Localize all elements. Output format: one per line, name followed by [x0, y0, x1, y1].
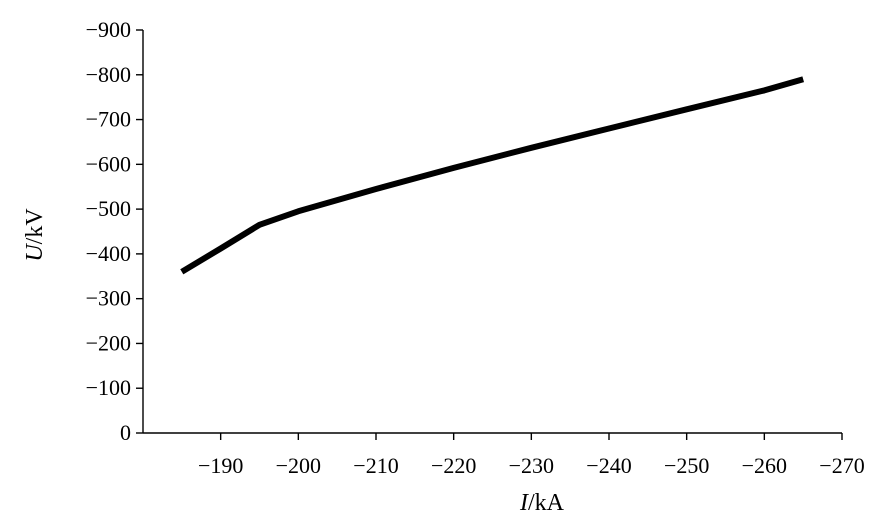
y-axis-unit: /kV	[22, 208, 48, 245]
y-tick-label: 0	[120, 420, 131, 445]
y-axis-title: U/kV	[22, 208, 48, 262]
y-axis-ticks: 0 −100 −200 −300 −400 −500 −600 −700 −800 −900	[86, 17, 143, 445]
y-tick-label: −600	[86, 151, 131, 176]
x-tick-label: −190	[198, 453, 243, 478]
x-tick-label: −230	[509, 453, 554, 478]
y-tick-label: −900	[86, 17, 131, 42]
x-axis-var: I	[519, 490, 529, 516]
series-layer	[180, 76, 805, 275]
plot-area	[142, 30, 842, 434]
y-tick-label: −500	[86, 196, 131, 221]
y-tick-label: −100	[86, 375, 131, 400]
y-tick-label: −800	[86, 62, 131, 87]
x-axis-ticks: −190 −200 −210 −220 −230 −240 −250 −260 −270	[198, 433, 865, 478]
series-line-1	[180, 76, 805, 275]
x-tick-label: −220	[431, 453, 476, 478]
x-tick-label: −250	[664, 453, 709, 478]
x-tick-label: −240	[586, 453, 631, 478]
y-tick-label: −400	[86, 241, 131, 266]
x-axis-unit: /kA	[528, 490, 565, 516]
y-tick-label: −300	[86, 286, 131, 311]
x-tick-label: −260	[742, 453, 787, 478]
y-tick-label: −700	[86, 107, 131, 132]
y-axis-var: U	[22, 243, 48, 262]
x-axis-title: I/kA	[519, 490, 565, 516]
x-tick-label: −200	[276, 453, 321, 478]
x-tick-label: −270	[819, 453, 864, 478]
x-tick-label: −210	[353, 453, 398, 478]
y-tick-label: −200	[86, 330, 131, 355]
